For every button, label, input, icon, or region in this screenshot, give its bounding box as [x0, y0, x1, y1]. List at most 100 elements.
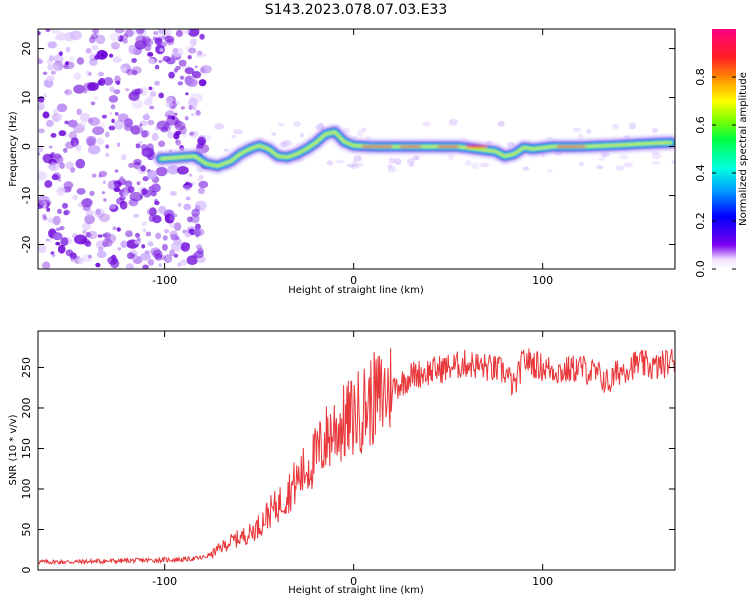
noise-speckle — [97, 247, 104, 252]
noise-speckle — [161, 35, 166, 40]
noise-speckle — [50, 133, 57, 138]
noise-speckle — [89, 57, 98, 67]
noise-speckle — [168, 103, 178, 112]
noise-speckle — [162, 235, 168, 241]
noise-speckle — [177, 262, 182, 267]
noise-speckle — [161, 243, 168, 251]
noise-speckle — [51, 70, 56, 75]
noise-speckle — [117, 35, 124, 42]
y-tick-label: 10 — [20, 91, 33, 105]
noise-speckle — [147, 52, 154, 57]
noise-speckle — [190, 113, 195, 117]
noise-speckle — [173, 222, 182, 231]
noise-speckle — [175, 29, 183, 37]
noise-speckle — [52, 232, 64, 240]
noise-speckle — [38, 96, 45, 103]
noise-speckle — [154, 80, 161, 86]
noise-speckle — [139, 123, 143, 127]
colorbar-tick-label: 0.8 — [694, 68, 707, 86]
noise-speckle — [406, 158, 416, 164]
noise-speckle — [51, 253, 56, 257]
noise-speckle — [180, 259, 188, 266]
y-tick-label: 100 — [20, 478, 33, 499]
noise-speckle — [45, 238, 50, 242]
noise-speckle — [154, 200, 160, 206]
noise-speckle — [187, 55, 192, 60]
snr-panel: -100 0 100 0 50 100 150 200 250 Height of straig… — [8, 330, 676, 596]
noise-speckle — [56, 32, 66, 41]
noise-speckle — [94, 208, 105, 219]
noise-speckle — [135, 29, 145, 35]
noise-speckle — [72, 142, 77, 147]
noise-speckle — [147, 259, 155, 266]
noise-speckle — [110, 104, 116, 110]
noise-speckle — [184, 115, 189, 121]
noise-speckle — [136, 237, 141, 242]
noise-speckle — [122, 39, 128, 44]
noise-speckle — [173, 133, 180, 140]
noise-speckle — [140, 86, 148, 97]
noise-speckle — [156, 166, 168, 177]
noise-speckle — [150, 151, 155, 156]
noise-speckle — [128, 44, 136, 55]
noise-speckle — [104, 233, 117, 244]
noise-speckle — [196, 244, 202, 250]
noise-speckle — [91, 44, 99, 51]
x-tick-label: -100 — [152, 274, 177, 287]
noise-speckle — [110, 259, 120, 269]
noise-speckle — [188, 105, 193, 110]
noise-speckle — [108, 125, 116, 131]
noise-speckles — [38, 29, 675, 269]
noise-speckle — [128, 199, 136, 206]
noise-speckle — [103, 198, 107, 202]
noise-speckle — [50, 64, 60, 74]
y-tick-label: 0 — [20, 143, 33, 150]
noise-speckle — [96, 250, 107, 259]
noise-speckle — [186, 255, 198, 266]
noise-speckle — [96, 138, 105, 145]
noise-speckle — [146, 95, 153, 103]
noise-speckle — [188, 173, 193, 177]
noise-speckle — [182, 229, 187, 234]
noise-speckle — [55, 241, 61, 246]
noise-speckle — [50, 29, 61, 35]
noise-speckle — [63, 210, 69, 216]
noise-speckle — [129, 191, 143, 202]
noise-speckle — [422, 121, 432, 127]
spectrogram-frame — [37, 28, 676, 270]
noise-speckle — [185, 196, 191, 201]
noise-speckle — [155, 232, 162, 240]
noise-speckle — [142, 114, 150, 121]
noise-speckle — [354, 162, 364, 167]
noise-speckle — [178, 59, 187, 67]
noise-speckle — [293, 121, 302, 127]
noise-speckle — [113, 119, 125, 130]
noise-speckle — [154, 253, 163, 261]
noise-speckle — [179, 75, 185, 80]
noise-speckle — [122, 37, 127, 41]
noise-speckle — [586, 128, 592, 135]
noise-speckle — [148, 185, 156, 193]
noise-speckle — [88, 254, 92, 259]
noise-speckle — [38, 57, 42, 64]
noise-speckle — [163, 254, 173, 264]
noise-speckle — [42, 216, 48, 221]
noise-speckle — [271, 132, 277, 136]
noise-speckle — [60, 237, 69, 247]
noise-speckle — [158, 59, 163, 64]
noise-speckle — [119, 176, 125, 182]
noise-speckle — [169, 213, 176, 222]
y-tick-label: 150 — [20, 438, 33, 459]
noise-speckle — [335, 159, 345, 164]
noise-speckle — [63, 147, 68, 153]
noise-speckle — [107, 180, 118, 190]
noise-speckle — [180, 106, 185, 110]
noise-speckle — [98, 174, 102, 179]
colorbar-tick-label: 0.6 — [694, 116, 707, 134]
noise-speckle — [191, 181, 196, 186]
noise-speckle — [115, 80, 121, 86]
noise-speckle — [53, 54, 64, 63]
noise-speckle — [154, 37, 163, 46]
noise-speckle — [193, 228, 201, 237]
